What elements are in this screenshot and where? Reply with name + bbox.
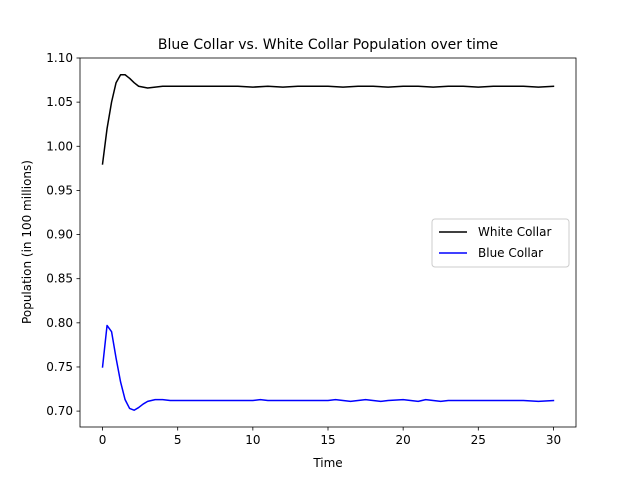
y-tick-label: 0.75	[46, 360, 73, 374]
series-line-1	[101, 324, 555, 411]
y-tick-label: 1.10	[46, 51, 73, 65]
x-tick-label: 5	[174, 433, 182, 447]
y-tick-label: 1.05	[46, 95, 73, 109]
y-tick-label: 0.85	[46, 272, 73, 286]
x-tick-label: 30	[546, 433, 561, 447]
y-tick-label: 0.95	[46, 183, 73, 197]
legend-box	[431, 218, 570, 268]
y-tick-label: 0.80	[46, 316, 73, 330]
y-tick-label: 0.70	[46, 404, 73, 418]
x-tick-label: 20	[396, 433, 411, 447]
legend: White Collar Blue Collar	[431, 218, 570, 268]
series-line-0	[101, 74, 555, 165]
chart-title: Blue Collar vs. White Collar Population …	[158, 37, 498, 53]
y-axis: 0.70 0.75 0.80 0.85 0.90 0.95 1.00 1.05 1.10	[46, 51, 80, 418]
series-layer	[101, 74, 555, 411]
x-tick-label: 0	[99, 433, 107, 447]
y-axis-label: Population (in 100 millions)	[20, 160, 34, 324]
x-tick-label: 10	[245, 433, 260, 447]
legend-label-1: Blue Collar	[478, 246, 543, 260]
y-tick-label: 1.00	[46, 139, 73, 153]
y-tick-label: 0.90	[46, 228, 73, 242]
x-axis: 0 5 10 15 20 25 30	[99, 427, 561, 447]
x-tick-label: 25	[471, 433, 486, 447]
legend-label-0: White Collar	[478, 225, 551, 239]
x-tick-label: 15	[320, 433, 335, 447]
x-axis-label: Time	[312, 456, 342, 470]
